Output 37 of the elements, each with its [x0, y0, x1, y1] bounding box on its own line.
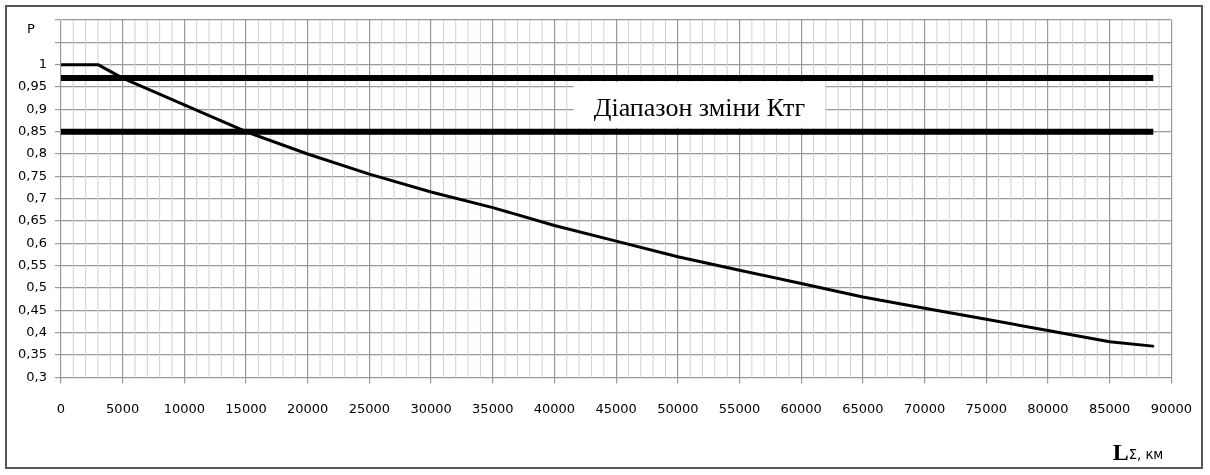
y-tick-label: 0,75 [17, 167, 47, 183]
y-tick-label: 0,55 [17, 257, 47, 273]
x-tick-label: 35000 [472, 400, 514, 416]
x-tick-label: 80000 [1027, 400, 1069, 416]
y-tick-label: 0,65 [17, 212, 47, 228]
y-tick-label: 0,9 [26, 100, 47, 116]
x-tick-label: 45000 [595, 400, 637, 416]
x-tick-label: 40000 [533, 400, 576, 416]
y-tick-label: 0,6 [26, 234, 47, 250]
x-tick-label: 60000 [780, 400, 822, 416]
y-tick-label: 0,95 [17, 78, 47, 94]
y-tick-label: 0,4 [26, 324, 47, 340]
y-tick-label: 0,3 [26, 368, 47, 384]
x-tick-label: 25000 [348, 400, 391, 416]
x-tick-label: 50000 [657, 400, 699, 416]
y-tick-label: 0,7 [26, 190, 47, 206]
x-tick-label: 85000 [1088, 400, 1131, 416]
y-tick-label: 0,35 [17, 346, 47, 362]
y-tick-label: 0,85 [17, 123, 47, 139]
x-tick-label: 90000 [1150, 400, 1192, 416]
x-tick-label: 65000 [842, 400, 884, 416]
x-tick-label: 15000 [225, 400, 267, 416]
y-axis-title: P [27, 21, 36, 37]
annotation: Діапазон зміни Ктг [593, 92, 806, 122]
x-tick-label: 10000 [163, 400, 205, 416]
x-tick-label: 30000 [410, 400, 452, 416]
x-axis-title: LΣ, км [1112, 439, 1164, 465]
y-tick-label: 0,5 [26, 279, 47, 295]
y-tick-label: 1 [38, 56, 47, 72]
x-tick-label: 75000 [965, 400, 1007, 416]
x-tick-label: 70000 [903, 400, 946, 416]
x-tick-label: 20000 [287, 400, 329, 416]
x-tick-label: 55000 [718, 400, 761, 416]
y-tick-label: 0,8 [26, 145, 47, 161]
x-tick-label: 5000 [106, 400, 140, 416]
y-tick-label: 0,45 [17, 301, 47, 317]
x-tick-label: 0 [56, 400, 66, 416]
